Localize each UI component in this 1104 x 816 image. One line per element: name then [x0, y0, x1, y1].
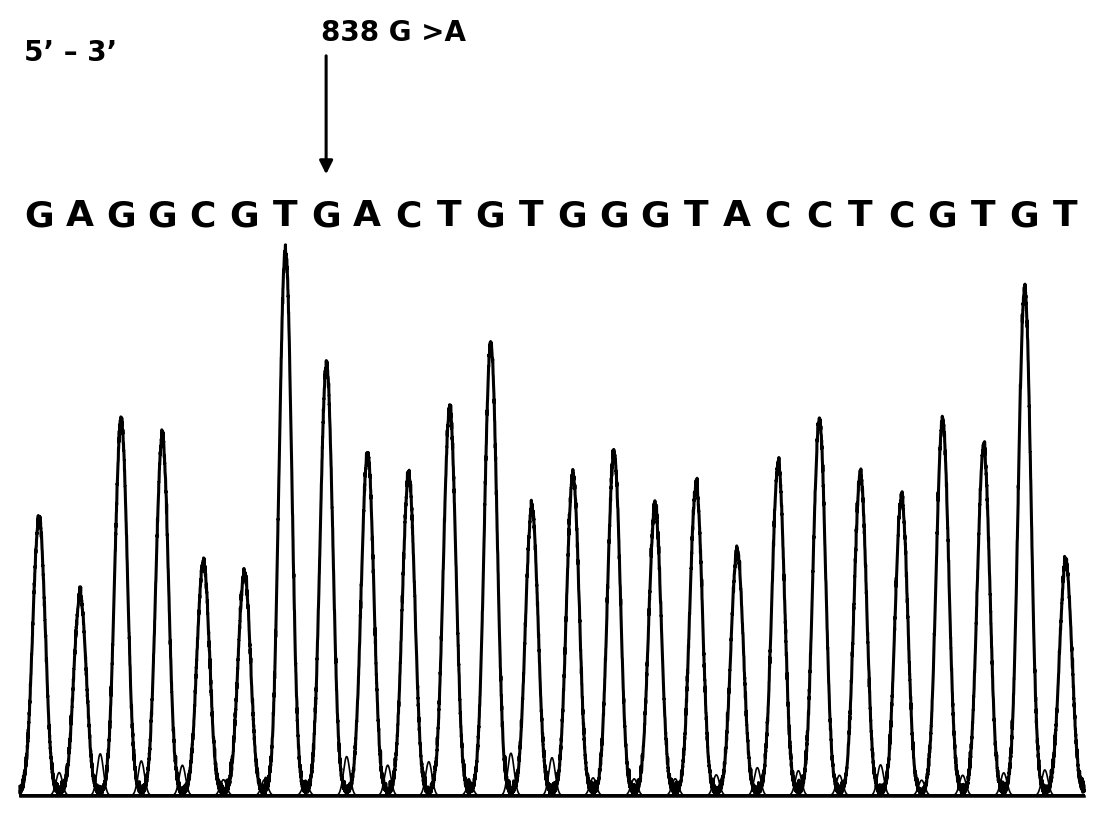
Text: C: C — [395, 199, 422, 233]
Text: T: T — [848, 199, 872, 233]
Text: G: G — [1009, 199, 1039, 233]
Text: G: G — [558, 199, 587, 233]
Text: T: T — [1053, 199, 1078, 233]
Text: G: G — [927, 199, 957, 233]
Text: G: G — [640, 199, 669, 233]
Text: G: G — [598, 199, 628, 233]
Text: A: A — [723, 199, 751, 233]
Text: G: G — [106, 199, 136, 233]
Text: T: T — [273, 199, 297, 233]
Text: C: C — [888, 199, 914, 233]
Text: T: T — [519, 199, 544, 233]
Text: C: C — [765, 199, 792, 233]
Text: T: T — [970, 199, 996, 233]
Text: C: C — [190, 199, 216, 233]
Text: G: G — [230, 199, 258, 233]
Text: C: C — [806, 199, 832, 233]
Text: G: G — [24, 199, 53, 233]
Text: A: A — [66, 199, 94, 233]
Text: 5’ – 3’: 5’ – 3’ — [24, 39, 117, 67]
Text: G: G — [476, 199, 506, 233]
Text: G: G — [311, 199, 341, 233]
Text: A: A — [353, 199, 381, 233]
Text: T: T — [683, 199, 708, 233]
Text: 838 G >A: 838 G >A — [320, 19, 466, 47]
Text: T: T — [437, 199, 461, 233]
Text: G: G — [147, 199, 177, 233]
